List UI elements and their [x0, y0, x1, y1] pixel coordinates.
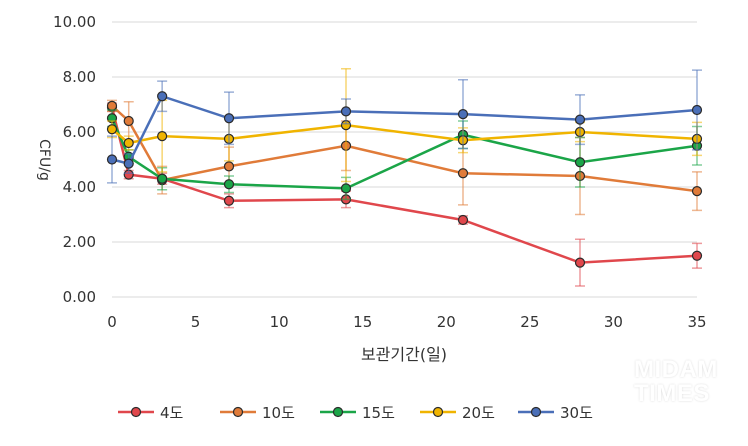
watermark-logo: MIDAM TIMES good news, good people — [578, 352, 748, 427]
grid-lines — [112, 21, 697, 298]
data-point — [157, 91, 168, 102]
data-point — [123, 115, 134, 127]
legend-label: 30도 — [560, 404, 593, 422]
data-point — [457, 109, 469, 120]
legend-label: 15도 — [362, 404, 395, 422]
legend-item: 20도 — [420, 404, 495, 422]
legend-marker — [232, 406, 244, 418]
y-tick-label: 0.00 — [63, 288, 96, 306]
data-point — [223, 113, 235, 124]
y-tick-label: 6.00 — [63, 123, 96, 141]
series-1 — [106, 102, 703, 287]
legend-marker — [530, 406, 542, 418]
data-point — [106, 154, 118, 165]
data-point — [574, 157, 586, 168]
data-point — [574, 114, 586, 125]
x-tick-label: 15 — [353, 313, 372, 331]
data-point — [457, 168, 469, 179]
watermark-brand-top: MIDAM — [634, 356, 718, 383]
y-axis-ticks: 0.00 2.00 4.00 6.00 8.00 10.00 — [53, 13, 96, 306]
legend-marker — [130, 406, 142, 418]
legend-label: 10도 — [262, 404, 295, 422]
x-tick-label: 20 — [437, 313, 456, 331]
x-axis-label: 보관기간(일) — [361, 345, 447, 364]
legend-marker — [332, 406, 344, 418]
data-point — [691, 104, 703, 116]
y-axis-label: CFU/g — [36, 139, 52, 181]
legend-item: 15도 — [320, 404, 395, 422]
data-point — [106, 100, 118, 111]
data-point — [574, 257, 586, 268]
y-tick-label: 10.00 — [53, 13, 96, 31]
x-tick-label: 5 — [191, 313, 201, 331]
watermark-brand-bottom: TIMES — [634, 380, 710, 407]
data-point — [223, 161, 235, 172]
x-tick-label: 0 — [107, 313, 117, 331]
data-point — [340, 106, 352, 117]
watermark-brand: MIDAM TIMES — [634, 358, 718, 406]
series-line — [110, 117, 698, 190]
series-line — [111, 104, 698, 193]
plot-series — [106, 68, 703, 287]
data-point — [691, 250, 703, 261]
series-5 — [106, 69, 703, 184]
y-tick-label: 2.00 — [63, 233, 96, 251]
series-3 — [106, 109, 703, 201]
data-point — [223, 179, 235, 190]
y-tick-label: 4.00 — [63, 178, 96, 196]
x-tick-label: 35 — [687, 313, 706, 331]
data-point — [157, 131, 168, 142]
legend-label: 4도 — [160, 404, 184, 422]
series-line — [111, 94, 698, 166]
x-tick-label: 30 — [604, 313, 623, 331]
x-tick-label: 25 — [520, 313, 539, 331]
legend-label: 20도 — [462, 404, 495, 422]
series-line — [110, 106, 698, 264]
legend-item: 10도 — [220, 404, 295, 422]
data-point — [340, 183, 352, 194]
data-point — [157, 173, 168, 184]
series-4 — [106, 68, 703, 183]
data-point — [691, 186, 703, 197]
data-point — [457, 214, 469, 226]
data-point — [106, 124, 118, 135]
legend-marker — [432, 406, 444, 418]
watermark-tagline: good news, good people — [638, 412, 737, 422]
series-line — [111, 123, 698, 145]
y-tick-label: 8.00 — [63, 68, 96, 86]
data-point — [223, 195, 235, 206]
legend-item: 30도 — [518, 404, 593, 422]
data-point — [123, 137, 134, 149]
data-point — [123, 158, 134, 169]
x-tick-label: 10 — [270, 313, 289, 331]
legend-item: 4도 — [118, 404, 184, 422]
x-axis-ticks: 0 5 10 15 20 25 30 35 — [107, 313, 706, 331]
watermark-m-icon — [580, 356, 628, 406]
legend: 4도 10도 15도 20도 30도 — [118, 404, 593, 422]
